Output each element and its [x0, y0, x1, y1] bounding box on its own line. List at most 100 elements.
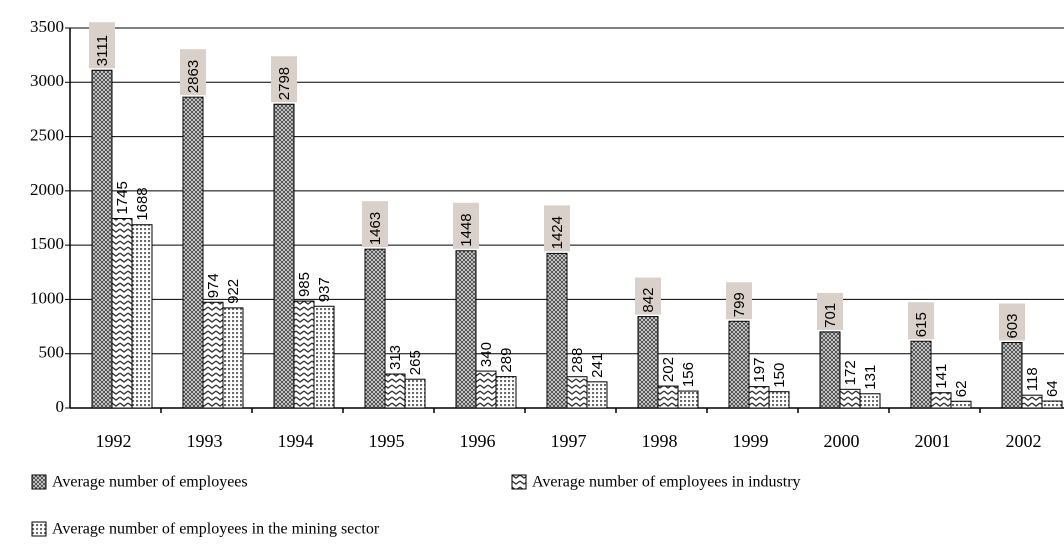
bar — [859, 393, 881, 409]
bar — [384, 373, 406, 409]
x-tick-label: 2000 — [824, 431, 860, 451]
data-label: 313 — [387, 345, 404, 370]
data-label: 842 — [640, 288, 657, 313]
x-tick-label: 1997 — [551, 431, 587, 451]
legend-label: Average number of employees — [52, 474, 248, 491]
data-label: 150 — [771, 363, 788, 388]
x-tick-label: 1999 — [733, 431, 769, 451]
bar — [677, 390, 699, 409]
data-label: 1463 — [367, 212, 384, 245]
bar — [313, 305, 335, 409]
bar — [839, 388, 861, 409]
bar — [657, 385, 679, 409]
x-tick-label: 1992 — [96, 431, 132, 451]
bar — [202, 301, 224, 409]
data-label: 340 — [478, 342, 495, 367]
x-tick-label: 1993 — [187, 431, 223, 451]
label-box — [908, 302, 934, 340]
y-tick-label: 1000 — [30, 288, 64, 307]
label-box — [453, 202, 479, 249]
bar — [546, 252, 568, 409]
data-label: 288 — [569, 348, 586, 373]
label-box — [817, 292, 843, 330]
bar — [930, 392, 952, 409]
legend-label: Average number of employees in the minin… — [52, 521, 380, 538]
x-tick-label: 2002 — [1006, 431, 1042, 451]
data-label: 118 — [1024, 367, 1041, 391]
y-tick-label: 3500 — [30, 17, 64, 36]
label-box — [544, 205, 570, 252]
y-tick-label: 1500 — [30, 234, 64, 253]
data-label: 1424 — [549, 216, 566, 249]
y-tick-label: 0 — [56, 397, 65, 416]
bar — [950, 400, 972, 409]
bar — [748, 386, 770, 409]
bar — [1001, 342, 1023, 409]
data-label: 131 — [862, 365, 879, 390]
data-label: 922 — [225, 279, 242, 304]
data-label: 64 — [1044, 380, 1061, 397]
x-tick-label: 1998 — [642, 431, 678, 451]
bar — [222, 307, 244, 409]
bar — [566, 376, 588, 409]
data-label: 937 — [316, 277, 333, 302]
bar — [131, 224, 153, 409]
bar — [1041, 400, 1063, 409]
bar — [91, 69, 113, 409]
y-tick-label: 3000 — [30, 71, 64, 90]
data-label: 197 — [751, 358, 768, 383]
bar — [475, 370, 497, 409]
data-label: 2863 — [185, 60, 202, 93]
x-tick-label: 1996 — [460, 431, 496, 451]
bar — [768, 391, 790, 409]
x-tick-label: 1994 — [278, 431, 314, 451]
label-box — [89, 22, 115, 69]
data-label: 141 — [933, 364, 950, 389]
data-label: 241 — [589, 353, 606, 378]
data-label: 265 — [407, 350, 424, 375]
data-label: 1688 — [134, 187, 151, 220]
label-box — [180, 49, 206, 96]
data-label: 799 — [731, 292, 748, 317]
data-label: 156 — [680, 362, 697, 387]
label-box — [726, 282, 752, 320]
data-label: 202 — [660, 357, 677, 382]
bar — [728, 320, 750, 409]
y-tick-label: 2500 — [30, 125, 64, 144]
bar — [293, 300, 315, 409]
x-tick-label: 1995 — [369, 431, 405, 451]
bar — [111, 218, 133, 409]
y-tick-label: 2000 — [30, 180, 64, 199]
data-label: 289 — [498, 348, 515, 373]
label-box — [999, 303, 1025, 341]
data-label: 974 — [205, 273, 222, 298]
bar — [182, 96, 204, 409]
data-label: 701 — [822, 303, 839, 328]
bar — [586, 381, 608, 409]
x-tick-label: 2001 — [915, 431, 951, 451]
legend-label: Average number of employees in industry — [532, 474, 801, 491]
legend-swatch — [511, 474, 527, 490]
data-label: 1745 — [114, 181, 131, 214]
bar — [404, 378, 426, 409]
label-box — [362, 201, 388, 248]
bar — [910, 340, 932, 409]
bar — [273, 103, 295, 409]
y-tick-label: 500 — [39, 343, 65, 362]
data-label: 985 — [296, 272, 313, 297]
legend-swatch — [31, 474, 47, 490]
bar — [495, 376, 517, 409]
bar — [455, 250, 477, 409]
data-label: 172 — [842, 360, 859, 385]
bar — [637, 316, 659, 409]
bar — [364, 248, 386, 409]
data-label: 615 — [913, 312, 930, 337]
data-label: 1448 — [458, 213, 475, 246]
label-box — [635, 277, 661, 315]
data-label: 2798 — [276, 67, 293, 100]
data-label: 603 — [1004, 314, 1021, 339]
bar — [819, 331, 841, 409]
bar — [1021, 394, 1043, 409]
legend-swatch — [31, 521, 47, 537]
